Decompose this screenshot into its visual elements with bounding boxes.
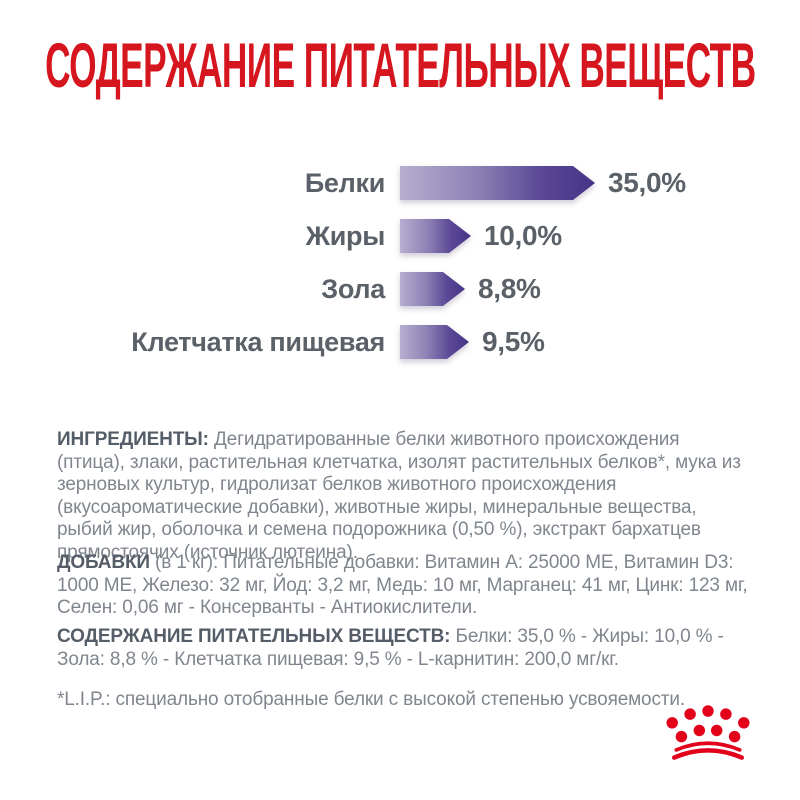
additives-heading-suffix: (в 1 кг): xyxy=(155,552,219,573)
chart-category-label: Клетчатка пищевая xyxy=(131,326,385,357)
bar xyxy=(400,166,595,200)
additives-heading: ДОБАВКИ xyxy=(57,552,150,573)
ingredients-text: Дегидратированные белки животного происх… xyxy=(57,429,741,563)
chart-category-label: Белки xyxy=(304,167,385,198)
bar-shadow xyxy=(400,219,471,253)
chart-value-label: 9,5% xyxy=(482,326,545,357)
royal-canin-crown-icon xyxy=(666,705,750,760)
chart-category-label: Зола xyxy=(321,273,385,304)
chart-value-label: 8,8% xyxy=(478,273,541,304)
analysis-text: Белки: 35,0 % - Жиры: 10,0 % - Зола: 8,8… xyxy=(57,626,724,670)
bar-shadow xyxy=(400,166,595,200)
additives-text: Питательные добавки: Витамин A: 25000 МЕ… xyxy=(57,552,748,618)
bar xyxy=(400,272,465,306)
bar-shadow xyxy=(400,272,465,306)
bar xyxy=(400,325,469,359)
chart-value-label: 10,0% xyxy=(484,220,562,251)
chart-row: Белки 35,0% xyxy=(0,166,800,200)
chart-value-label: 35,0% xyxy=(608,167,686,198)
chart-category-label: Жиры xyxy=(305,220,386,251)
analysis-heading: СОДЕРЖАНИЕ ПИТАТЕЛЬНЫХ ВЕЩЕСТВ: xyxy=(57,626,451,647)
bar-chart: Белки 35,0% Жиры 10,0% Зола 8,8% Клетчатка пищ… xyxy=(0,166,800,378)
bar xyxy=(400,219,471,253)
ingredients-section: ИНГРЕДИЕНТЫ: Дегидратированные белки жив… xyxy=(57,429,749,564)
chart-row: Жиры 10,0% xyxy=(0,219,800,253)
page-title: СОДЕРЖАНИЕ ПИТАТЕЛЬНЫХ ВЕЩЕСТВ xyxy=(0,30,800,102)
chart-row: Зола 8,8% xyxy=(0,272,800,306)
ingredients-heading: ИНГРЕДИЕНТЫ: xyxy=(57,429,209,450)
footnote-text: *L.I.P.: специально отобранные белки с в… xyxy=(57,689,685,710)
page-title-text: СОДЕРЖАНИЕ ПИТАТЕЛЬНЫХ ВЕЩЕСТВ xyxy=(44,30,756,101)
bar-shadow xyxy=(400,325,469,359)
analysis-section: СОДЕРЖАНИЕ ПИТАТЕЛЬНЫХ ВЕЩЕСТВ: Белки: 3… xyxy=(57,626,749,671)
additives-section: ДОБАВКИ (в 1 кг): Питательные добавки: В… xyxy=(57,552,749,620)
chart-row: Клетчатка пищевая 9,5% xyxy=(0,325,800,359)
